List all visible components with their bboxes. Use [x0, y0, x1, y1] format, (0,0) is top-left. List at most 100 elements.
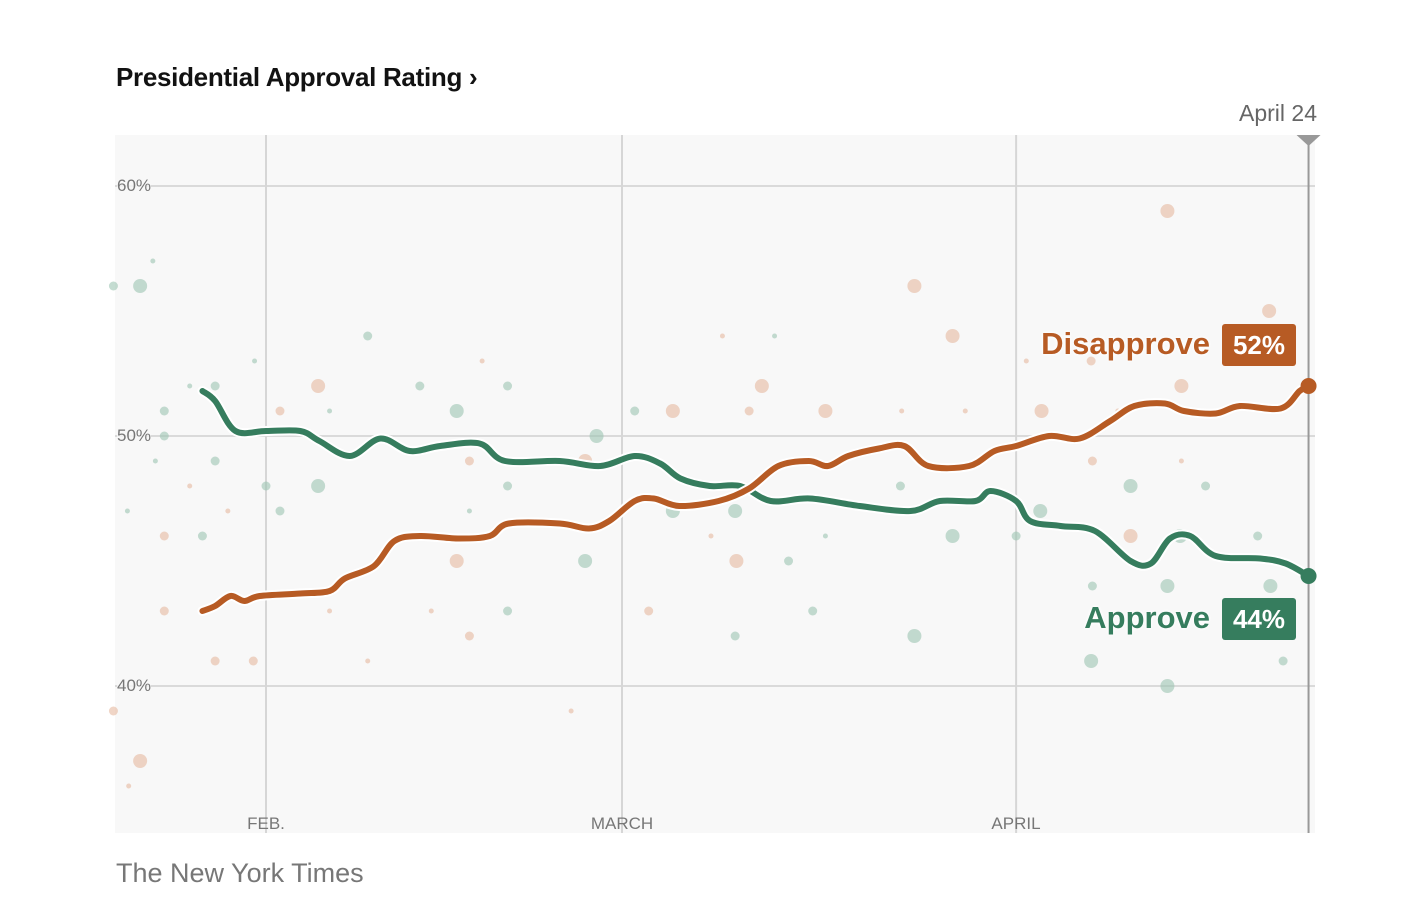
- approve-poll-dot: [1033, 504, 1048, 518]
- disapprove-poll-dot: [327, 608, 333, 614]
- disapprove-poll-dot: [187, 483, 193, 489]
- disapprove-poll-dot: [568, 708, 574, 714]
- disapprove-poll-dot: [729, 554, 744, 568]
- disapprove-poll-dot: [464, 456, 474, 466]
- approve-label: Approve: [1084, 600, 1210, 635]
- disapprove-poll-dot: [108, 706, 118, 716]
- disapprove-poll-dot: [133, 754, 148, 768]
- approve-poll-dot: [1084, 654, 1099, 668]
- disapprove-poll-dot: [665, 404, 680, 418]
- approve-poll-dot: [1253, 531, 1263, 541]
- approve-poll-dot: [1263, 579, 1278, 593]
- approve-poll-dot: [327, 408, 333, 414]
- approve-poll-dot: [578, 554, 593, 568]
- approve-poll-dot: [1160, 679, 1175, 693]
- approve-poll-dot: [945, 529, 960, 543]
- approve-poll-dot: [1011, 531, 1021, 541]
- approve-poll-dot: [730, 631, 740, 641]
- approve-poll-dot: [152, 458, 158, 464]
- approve-poll-dot: [822, 533, 828, 539]
- approve-poll-dot: [784, 556, 794, 566]
- disapprove-poll-dot: [1178, 458, 1184, 464]
- approve-poll-dot: [589, 429, 604, 443]
- disapprove-poll-dot: [708, 533, 714, 539]
- disapprove-label: Disapprove: [1041, 326, 1210, 361]
- y-tick-label-40: 40%: [117, 676, 152, 696]
- disapprove-poll-dot: [1160, 204, 1175, 218]
- approve-poll-dot: [1087, 581, 1097, 591]
- disapprove-poll-dot: [159, 606, 169, 616]
- approve-poll-dot: [133, 279, 148, 293]
- approve-poll-dot: [261, 481, 271, 491]
- current-date-label: April 24: [1239, 100, 1317, 126]
- disapprove-poll-dot: [962, 408, 968, 414]
- disapprove-poll-dot: [275, 406, 285, 416]
- approve-poll-dot: [275, 506, 285, 516]
- chart-title-link[interactable]: Presidential Approval Rating ›: [116, 62, 478, 92]
- disapprove-poll-dot: [248, 656, 258, 666]
- disapprove-poll-dot: [945, 329, 960, 343]
- approve-poll-dot: [630, 406, 640, 416]
- approve-poll-dot: [159, 406, 169, 416]
- disapprove-value-badge: 52%: [1222, 324, 1296, 366]
- approve-poll-dot: [150, 258, 156, 264]
- approve-poll-dot: [907, 629, 922, 643]
- disapprove-poll-dot: [907, 279, 922, 293]
- approve-poll-dot: [210, 381, 220, 391]
- approve-poll-dot: [108, 281, 118, 291]
- disapprove-poll-dot: [744, 406, 754, 416]
- disapprove-poll-dot: [225, 508, 231, 514]
- approve-trend-line: [199, 388, 1312, 579]
- approve-poll-dot: [124, 508, 130, 514]
- approve-poll-dot: [503, 606, 513, 616]
- disapprove-poll-dot: [479, 358, 485, 364]
- disapprove-poll-dot: [464, 631, 474, 641]
- approve-poll-dot: [466, 508, 472, 514]
- y-tick-label-50: 50%: [117, 426, 152, 446]
- disapprove-poll-dot: [719, 333, 725, 339]
- approve-poll-dot: [363, 331, 373, 341]
- approve-poll-dot: [210, 456, 220, 466]
- disapprove-poll-dot: [1262, 304, 1277, 318]
- disapprove-poll-dot: [1034, 404, 1049, 418]
- disapprove-poll-dot: [449, 554, 464, 568]
- disapprove-poll-dot: [210, 656, 220, 666]
- approve-poll-dot: [808, 606, 818, 616]
- disapprove-poll-dot: [1087, 456, 1097, 466]
- x-tick-label-feb: FEB.: [247, 814, 285, 833]
- x-tick-label-april: APRIL: [991, 814, 1041, 833]
- disapprove-poll-dot: [1123, 529, 1138, 543]
- x-tick-label-march: MARCH: [590, 814, 654, 833]
- disapprove-poll-dot: [1174, 379, 1189, 393]
- approve-endpoint: [1300, 568, 1317, 584]
- disapprove-poll-dot: [644, 606, 654, 616]
- disapprove-poll-dot: [1086, 356, 1096, 366]
- approve-poll-dot: [503, 381, 513, 391]
- approve-poll-dot: [1278, 656, 1288, 666]
- approve-poll-dot: [503, 481, 513, 491]
- disapprove-poll-dot: [428, 608, 434, 614]
- disapprove-trend-line: [199, 383, 1312, 614]
- approve-poll-dot: [197, 531, 207, 541]
- disapprove-poll-dot: [818, 404, 833, 418]
- approve-poll-dot: [252, 358, 258, 364]
- disapprove-poll-dot: [365, 658, 371, 664]
- disapprove-poll-dot: [754, 379, 769, 393]
- disapprove-endpoint: [1300, 378, 1317, 394]
- approve-value-badge: 44%: [1222, 598, 1296, 640]
- approve-poll-dot: [772, 333, 778, 339]
- approve-poll-dot: [1123, 479, 1138, 493]
- approve-poll-dot: [187, 383, 193, 389]
- source-credit: The New York Times: [116, 858, 364, 888]
- approve-poll-dot: [728, 504, 743, 518]
- approve-poll-dot: [159, 431, 169, 441]
- disapprove-poll-dot: [1023, 358, 1029, 364]
- y-tick-label-60: 60%: [117, 176, 152, 196]
- approve-poll-dot: [415, 381, 425, 391]
- approve-poll-dot: [311, 479, 326, 493]
- disapprove-poll-dot: [311, 379, 326, 393]
- approve-poll-dot: [1160, 579, 1175, 593]
- disapprove-poll-dot: [899, 408, 905, 414]
- disapprove-poll-dot: [126, 783, 132, 789]
